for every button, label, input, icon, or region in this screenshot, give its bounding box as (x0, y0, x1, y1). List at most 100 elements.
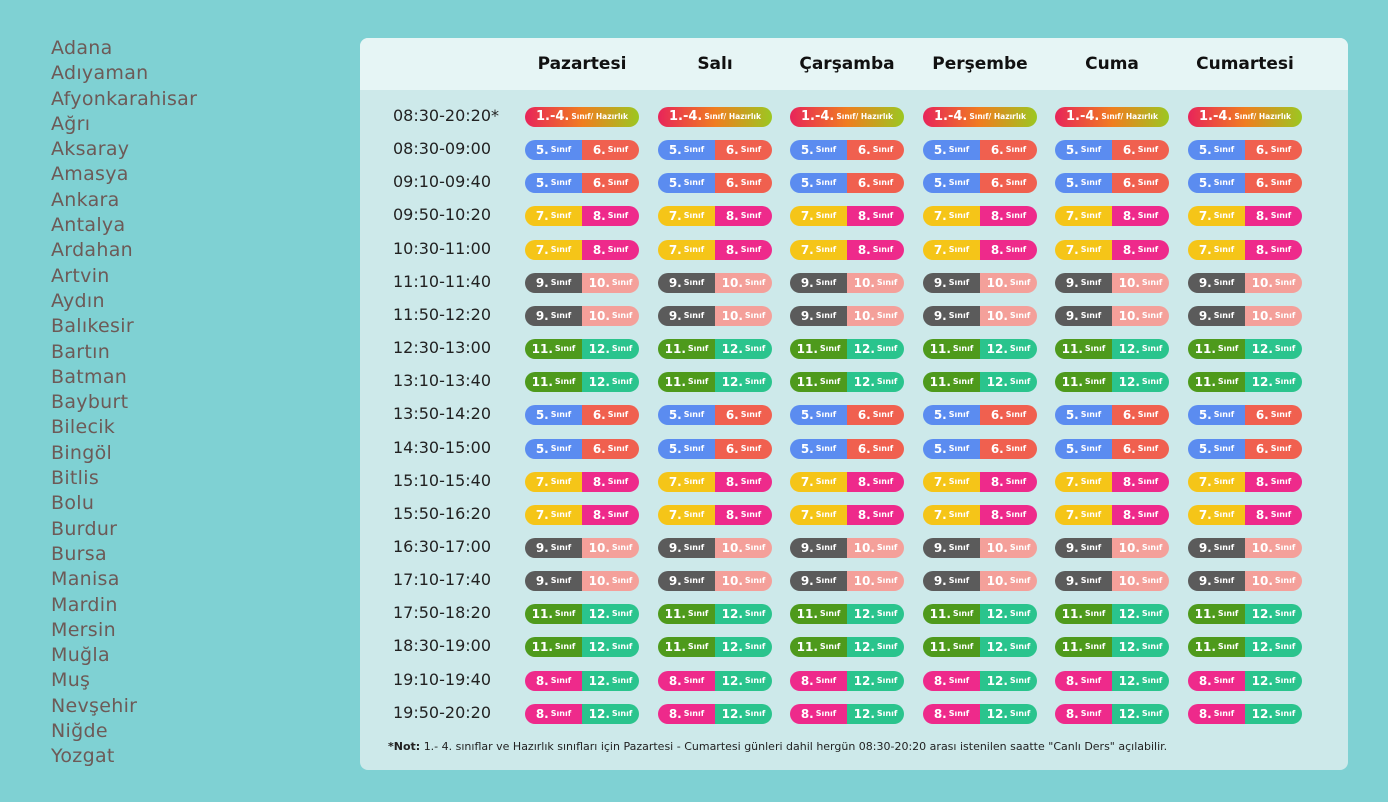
class-badge[interactable]: 8. Sınıf 12. Sınıf (790, 670, 904, 691)
class-badge[interactable]: 8. Sınıf 12. Sınıf (525, 670, 639, 691)
city-item[interactable]: Mersin (51, 618, 116, 641)
class-badge[interactable]: 5. Sınıf 6. Sınıf (923, 140, 1037, 161)
city-item[interactable]: Aydın (51, 289, 105, 312)
city-item[interactable]: Niğde (51, 720, 108, 743)
class-badge[interactable]: 11. Sınıf 12. Sınıf (1055, 372, 1169, 393)
city-item[interactable]: Batman (51, 365, 128, 388)
city-item[interactable]: Yozgat (51, 745, 115, 768)
class-badge[interactable]: 11. Sınıf 12. Sınıf (525, 637, 639, 658)
class-badge[interactable]: 9. Sınıf 10. Sınıf (923, 305, 1037, 326)
class-badge[interactable]: 5. Sınıf 6. Sınıf (1055, 405, 1169, 426)
class-badge[interactable]: 7. Sınıf 8. Sınıf (790, 239, 904, 260)
class-badge[interactable]: 11. Sınıf 12. Sınıf (658, 604, 772, 625)
class-badge[interactable]: 5. Sınıf 6. Sınıf (525, 438, 639, 459)
class-badge[interactable]: 8. Sınıf 12. Sınıf (525, 703, 639, 724)
class-badge[interactable]: 5. Sınıf 6. Sınıf (1055, 438, 1169, 459)
class-badge[interactable]: 7. Sınıf 8. Sınıf (658, 504, 772, 525)
class-badge[interactable]: 5. Sınıf 6. Sınıf (1188, 140, 1302, 161)
class-badge[interactable]: 7. Sınıf 8. Sınıf (525, 206, 639, 227)
class-badge[interactable]: 7. Sınıf 8. Sınıf (525, 504, 639, 525)
class-badge[interactable]: 9. Sınıf 10. Sınıf (923, 571, 1037, 592)
class-badge[interactable]: 9. Sınıf 10. Sınıf (1188, 571, 1302, 592)
class-badge[interactable]: 9. Sınıf 10. Sınıf (1055, 272, 1169, 293)
class-badge[interactable]: 11. Sınıf 12. Sınıf (923, 637, 1037, 658)
city-item[interactable]: Ardahan (51, 239, 134, 262)
class-badge[interactable]: 7. Sınıf 8. Sınıf (923, 471, 1037, 492)
class-badge[interactable]: 5. Sınıf 6. Sınıf (1055, 140, 1169, 161)
class-badge[interactable]: 7. Sınıf 8. Sınıf (658, 471, 772, 492)
class-badge[interactable]: 8. Sınıf 12. Sınıf (1188, 703, 1302, 724)
class-badge[interactable]: 9. Sınıf 10. Sınıf (923, 272, 1037, 293)
class-badge[interactable]: 8. Sınıf 12. Sınıf (923, 670, 1037, 691)
class-badge[interactable]: 1.-4. Sınıf/ Hazırlık (923, 107, 1037, 127)
class-badge[interactable]: 7. Sınıf 8. Sınıf (923, 206, 1037, 227)
class-badge[interactable]: 8. Sınıf 12. Sınıf (1055, 703, 1169, 724)
city-item[interactable]: Manisa (51, 568, 120, 591)
city-item[interactable]: Adana (51, 37, 113, 59)
class-badge[interactable]: 9. Sınıf 10. Sınıf (1055, 571, 1169, 592)
class-badge[interactable]: 9. Sınıf 10. Sınıf (525, 571, 639, 592)
class-badge[interactable]: 11. Sınıf 12. Sınıf (525, 372, 639, 393)
class-badge[interactable]: 8. Sınıf 12. Sınıf (658, 670, 772, 691)
class-badge[interactable]: 8. Sınıf 12. Sınıf (790, 703, 904, 724)
class-badge[interactable]: 7. Sınıf 8. Sınıf (923, 504, 1037, 525)
class-badge[interactable]: 5. Sınıf 6. Sınıf (658, 405, 772, 426)
class-badge[interactable]: 5. Sınıf 6. Sınıf (790, 140, 904, 161)
city-item[interactable]: Bitlis (51, 467, 100, 490)
class-badge[interactable]: 9. Sınıf 10. Sınıf (790, 537, 904, 558)
class-badge[interactable]: 5. Sınıf 6. Sınıf (658, 438, 772, 459)
city-item[interactable]: Bolu (51, 492, 95, 515)
class-badge[interactable]: 5. Sınıf 6. Sınıf (1188, 405, 1302, 426)
city-item[interactable]: Mardin (51, 593, 118, 616)
class-badge[interactable]: 9. Sınıf 10. Sınıf (1188, 537, 1302, 558)
class-badge[interactable]: 7. Sınıf 8. Sınıf (525, 471, 639, 492)
class-badge[interactable]: 11. Sınıf 12. Sınıf (790, 372, 904, 393)
city-item[interactable]: Muğla (51, 644, 110, 667)
city-item[interactable]: Muş (51, 669, 91, 692)
city-item[interactable]: Artvin (51, 264, 110, 287)
class-badge[interactable]: 7. Sınıf 8. Sınıf (1188, 471, 1302, 492)
class-badge[interactable]: 5. Sınıf 6. Sınıf (525, 405, 639, 426)
class-badge[interactable]: 7. Sınıf 8. Sınıf (525, 239, 639, 260)
city-item[interactable]: Amasya (51, 163, 129, 186)
class-badge[interactable]: 5. Sınıf 6. Sınıf (790, 438, 904, 459)
class-badge[interactable]: 8. Sınıf 12. Sınıf (658, 703, 772, 724)
class-badge[interactable]: 11. Sınıf 12. Sınıf (1188, 637, 1302, 658)
class-badge[interactable]: 7. Sınıf 8. Sınıf (1055, 239, 1169, 260)
class-badge[interactable]: 9. Sınıf 10. Sınıf (658, 537, 772, 558)
class-badge[interactable]: 7. Sınıf 8. Sınıf (1188, 504, 1302, 525)
city-item[interactable]: Aksaray (51, 138, 130, 161)
class-badge[interactable]: 11. Sınıf 12. Sınıf (790, 604, 904, 625)
class-badge[interactable]: 11. Sınıf 12. Sınıf (658, 372, 772, 393)
class-badge[interactable]: 7. Sınıf 8. Sınıf (1055, 471, 1169, 492)
class-badge[interactable]: 5. Sınıf 6. Sınıf (923, 438, 1037, 459)
class-badge[interactable]: 5. Sınıf 6. Sınıf (658, 140, 772, 161)
city-item[interactable]: Adıyaman (51, 62, 149, 85)
class-badge[interactable]: 9. Sınıf 10. Sınıf (525, 272, 639, 293)
class-badge[interactable]: 9. Sınıf 10. Sınıf (658, 571, 772, 592)
class-badge[interactable]: 11. Sınıf 12. Sınıf (790, 637, 904, 658)
class-badge[interactable]: 9. Sınıf 10. Sınıf (790, 305, 904, 326)
class-badge[interactable]: 5. Sınıf 6. Sınıf (1188, 438, 1302, 459)
class-badge[interactable]: 9. Sınıf 10. Sınıf (1188, 272, 1302, 293)
city-item[interactable]: Bingöl (51, 441, 113, 464)
class-badge[interactable]: 11. Sınıf 12. Sınıf (1055, 637, 1169, 658)
class-badge[interactable]: 7. Sınıf 8. Sınıf (658, 206, 772, 227)
class-badge[interactable]: 5. Sınıf 6. Sınıf (525, 173, 639, 194)
class-badge[interactable]: 5. Sınıf 6. Sınıf (790, 173, 904, 194)
class-badge[interactable]: 11. Sınıf 12. Sınıf (923, 372, 1037, 393)
city-item[interactable]: Bayburt (51, 391, 129, 414)
city-item[interactable]: Ankara (51, 188, 120, 211)
city-item[interactable]: Bursa (51, 542, 107, 565)
class-badge[interactable]: 11. Sınıf 12. Sınıf (658, 339, 772, 360)
city-item[interactable]: Afyonkarahisar (51, 87, 198, 110)
class-badge[interactable]: 5. Sınıf 6. Sınıf (790, 405, 904, 426)
class-badge[interactable]: 7. Sınıf 8. Sınıf (790, 471, 904, 492)
city-item[interactable]: Burdur (51, 517, 118, 540)
class-badge[interactable]: 9. Sınıf 10. Sınıf (525, 305, 639, 326)
class-badge[interactable]: 9. Sınıf 10. Sınıf (923, 537, 1037, 558)
class-badge[interactable]: 11. Sınıf 12. Sınıf (923, 339, 1037, 360)
city-item[interactable]: Antalya (51, 214, 126, 237)
class-badge[interactable]: 1.-4. Sınıf/ Hazırlık (1055, 107, 1169, 127)
class-badge[interactable]: 7. Sınıf 8. Sınıf (923, 239, 1037, 260)
